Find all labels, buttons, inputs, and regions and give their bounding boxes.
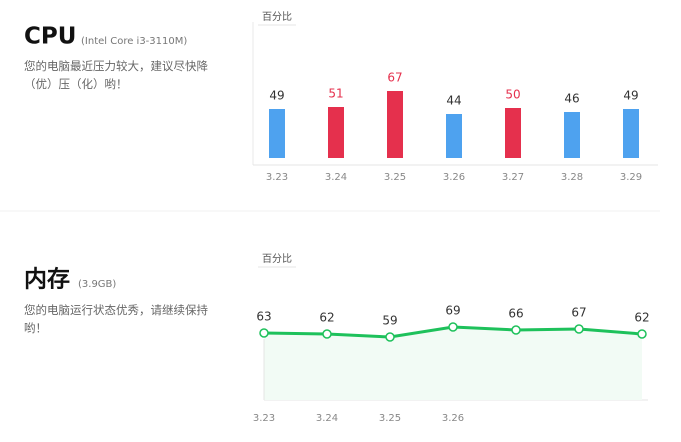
value-label: 62 [634,311,649,325]
section-subtitle: (3.9GB) [78,279,116,290]
value-label: 59 [382,314,397,328]
x-tick-label: 3.23 [253,413,275,424]
value-label: 66 [508,307,523,321]
point [511,325,521,335]
bar [446,114,462,158]
bar [623,109,639,158]
point [448,322,458,332]
x-tick-label: 3.27 [502,172,524,183]
x-tick-label: 3.25 [384,172,406,183]
value-label: 62 [319,311,334,325]
x-tick-label: 3.24 [316,413,338,424]
cpu-description: 您的电脑最近压力较大，建议尽快降（优）压（化）哟！ [24,59,208,91]
point [259,328,269,338]
x-tick-label: 3.26 [443,172,465,183]
x-tick-label: 3.26 [442,413,464,424]
section-title: 内存 [24,266,70,293]
section-title: CPU [24,24,76,50]
point [385,332,395,342]
point [637,329,647,339]
value-label: 50 [505,88,520,102]
area [264,327,642,400]
memory-description: 您的电脑运行状态优秀，请继续保持哟！ [24,303,208,335]
x-tick-label: 3.25 [379,413,401,424]
value-label: 67 [387,71,402,85]
y-axis-label: 百分比 [262,253,292,265]
bar [564,112,580,158]
x-tick-label: 3.28 [561,172,583,183]
value-label: 51 [328,87,343,101]
value-label: 49 [623,89,638,103]
value-label: 46 [564,92,579,106]
value-label: 49 [269,89,284,103]
x-tick-label: 3.23 [266,172,288,183]
x-tick-label: 3.24 [325,172,347,183]
point [574,324,584,334]
section-subtitle: (Intel Core i3-3110M) [81,36,187,47]
value-label: 44 [446,94,461,108]
bar [269,109,285,158]
value-label: 63 [256,310,271,324]
y-axis-label: 百分比 [262,11,292,23]
value-label: 69 [445,304,460,318]
bar [505,108,521,158]
x-tick-label: 3.29 [620,172,642,183]
point [322,329,332,339]
value-label: 67 [571,306,586,320]
bar [328,107,344,158]
bar [387,91,403,158]
